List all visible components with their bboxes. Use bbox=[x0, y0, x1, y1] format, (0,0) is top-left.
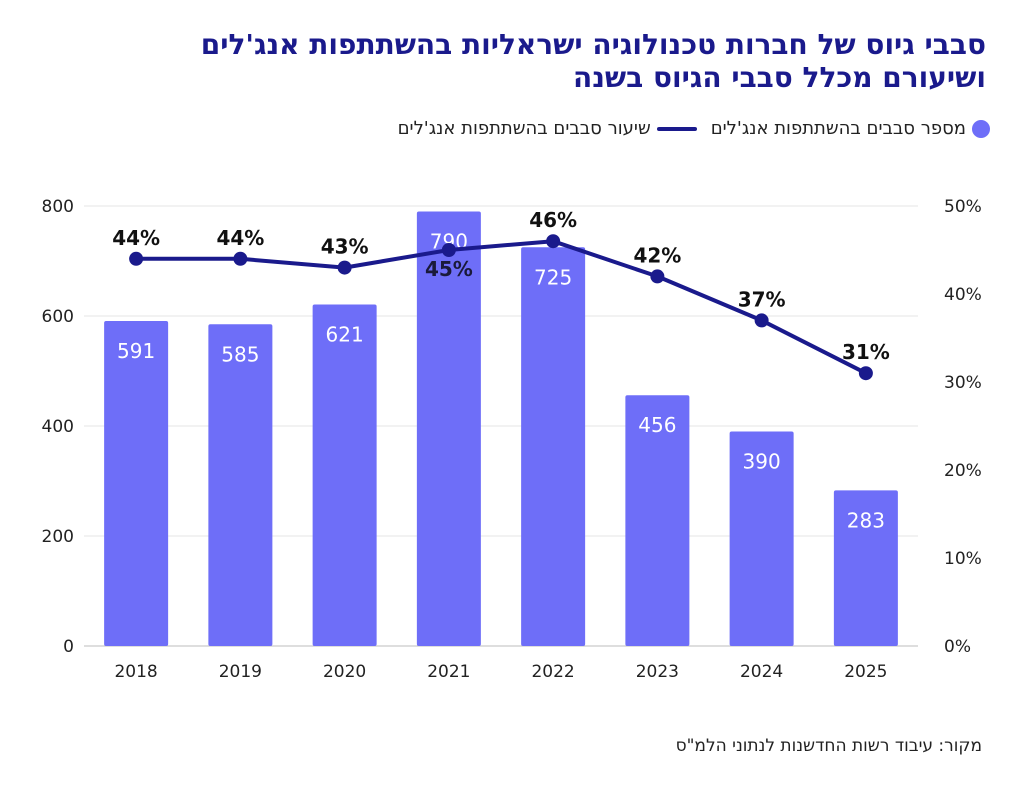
bar-value-label: 591 bbox=[117, 339, 155, 363]
legend-bar-swatch bbox=[972, 119, 990, 138]
bar-value-label: 621 bbox=[326, 322, 364, 346]
legend-line-swatch bbox=[656, 126, 697, 131]
y-right-tick-label: 10% bbox=[944, 549, 982, 569]
legend-item-bars: מספר סבבים בהשתתפות אנג'לים bbox=[711, 118, 990, 139]
source-note: מקור: עיבוד רשות החדשנות לנתוני הלמ"ס bbox=[675, 736, 982, 756]
bar bbox=[521, 247, 586, 646]
y-right-tick-label: 50% bbox=[944, 197, 982, 217]
rate-point bbox=[233, 251, 248, 266]
y-right-tick-label: 40% bbox=[944, 285, 982, 305]
y-right-tick-label: 0% bbox=[944, 637, 971, 657]
rate-value-label: 42% bbox=[633, 243, 681, 267]
rate-line: 44% 44% 43% 45% 46% 42% 37% 31% bbox=[112, 208, 890, 381]
legend-item-line: שיעור סבבים בהשתתפות אנג'לים bbox=[398, 118, 697, 139]
rate-value-label: 46% bbox=[529, 208, 577, 232]
rate-value-label: 43% bbox=[321, 235, 369, 259]
chart-title-line-2: ושיעורם מכלל סבבי הגיוס בשנה bbox=[573, 61, 986, 94]
chart-legend: מספר סבבים בהשתתפות אנג'לים שיעור סבבים … bbox=[398, 118, 990, 139]
axes: 0 200 400 600 800 0% 10% 20% 30% 40% 50% 2018 2019 20… bbox=[42, 197, 982, 682]
rate-point bbox=[546, 234, 561, 249]
y-left-tick-label: 400 bbox=[42, 417, 74, 437]
chart-title-line-1: סבבי גיוס של חברות טכנולוגיה ישראליות בה… bbox=[200, 28, 986, 61]
bar bbox=[104, 320, 169, 646]
bar bbox=[833, 490, 898, 646]
rate-point bbox=[650, 269, 665, 284]
legend-bar-label: מספר סבבים בהשתתפות אנג'לים bbox=[710, 118, 966, 139]
bar-value-label: 283 bbox=[847, 508, 885, 532]
x-tick-label: 2022 bbox=[531, 662, 574, 682]
x-tick-label: 2024 bbox=[740, 662, 783, 682]
rate-point bbox=[754, 313, 769, 328]
y-left-tick-label: 200 bbox=[42, 527, 74, 547]
bar bbox=[416, 211, 481, 646]
rate-line-path bbox=[136, 239, 867, 375]
y-right-tick-label: 30% bbox=[944, 373, 982, 393]
rate-value-label: 45% bbox=[425, 257, 473, 281]
bar-value-label: 585 bbox=[221, 342, 259, 366]
bar bbox=[625, 395, 690, 646]
x-tick-label: 2025 bbox=[844, 662, 887, 682]
x-tick-label: 2020 bbox=[323, 662, 366, 682]
y-left-tick-label: 800 bbox=[42, 197, 74, 217]
bar bbox=[729, 431, 794, 646]
bar-value-label: 725 bbox=[534, 265, 572, 289]
rate-value-label: 44% bbox=[112, 226, 160, 250]
y-left-tick-label: 600 bbox=[42, 307, 74, 327]
bar-value-label: 456 bbox=[638, 413, 676, 437]
bar bbox=[312, 304, 377, 646]
rate-value-label: 44% bbox=[216, 226, 264, 250]
rate-point bbox=[441, 243, 456, 257]
rate-value-label: 37% bbox=[738, 287, 786, 311]
x-tick-label: 2021 bbox=[427, 662, 470, 682]
rate-point bbox=[858, 366, 873, 381]
x-tick-label: 2023 bbox=[636, 662, 679, 682]
rate-value-label: 31% bbox=[842, 340, 890, 364]
x-tick-label: 2018 bbox=[114, 662, 157, 682]
rate-point bbox=[129, 251, 144, 266]
chart-title: סבבי גיוס של חברות טכנולוגיה ישראליות בה… bbox=[26, 28, 986, 94]
x-tick-label: 2019 bbox=[219, 662, 262, 682]
rate-point bbox=[337, 260, 352, 275]
bar bbox=[208, 324, 273, 646]
bar-value-label: 390 bbox=[743, 450, 781, 474]
legend-line-label: שיעור סבבים בהשתתפות אנג'לים bbox=[397, 118, 651, 139]
y-left-tick-label: 0 bbox=[63, 637, 74, 657]
y-right-tick-label: 20% bbox=[944, 461, 982, 481]
